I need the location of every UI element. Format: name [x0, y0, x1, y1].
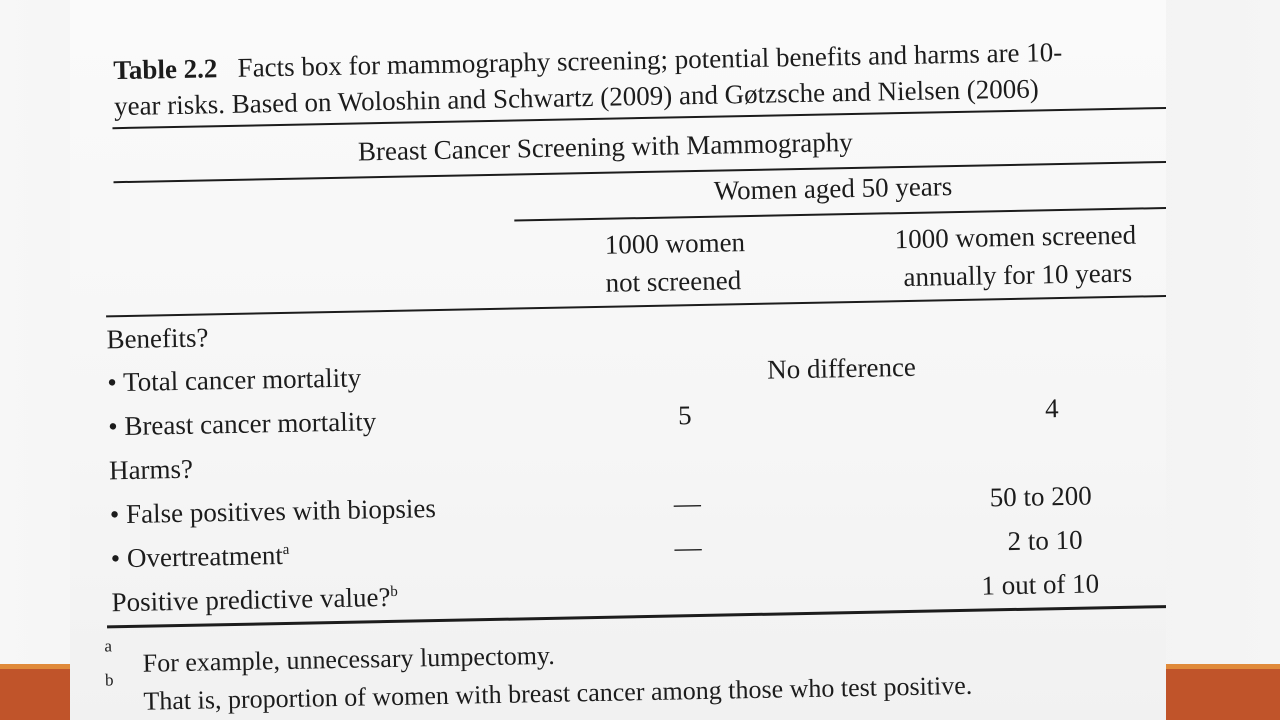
rule-under-headers [106, 294, 1166, 318]
harms-header: Harms? [108, 453, 194, 486]
col-header-screened-l1: 1000 women screened [894, 219, 1137, 255]
footnote-b-text: That is, proportion of women with breast… [143, 670, 973, 716]
table-photo: Table 2.2 Facts box for mammography scre… [70, 0, 1166, 720]
row-ppv-text: Positive predictive value? [111, 581, 391, 618]
col-header-not-screened-l1: 1000 women [604, 227, 746, 260]
row-breast-mortality-not-screened: 5 [677, 400, 692, 431]
row-overtreatment-text: • Overtreatment [110, 540, 284, 574]
rule-under-title [113, 160, 1166, 184]
footnote-b-mark: b [104, 670, 114, 690]
col-header-screened-l2: annually for 10 years [903, 257, 1133, 293]
row-overtreatment-screened: 2 to 10 [1007, 524, 1083, 557]
row-false-positives-not-screened: — [673, 487, 702, 519]
table-caption-label: Table 2.2 [113, 53, 218, 86]
row-false-positives-screened: 50 to 200 [989, 480, 1093, 513]
table-title: Breast Cancer Screening with Mammography [357, 127, 854, 167]
row-total-mortality-label: • Total cancer mortality [107, 362, 362, 398]
rule-under-group [514, 206, 1166, 222]
row-false-positives-label: • False positives with biopsies [109, 493, 437, 530]
row-overtreatment-label: • Overtreatmenta [110, 540, 290, 574]
row-ppv-screened: 1 out of 10 [981, 568, 1100, 601]
facts-box-table: Table 2.2 Facts box for mammography scre… [70, 0, 1166, 720]
col-header-not-screened-l2: not screened [605, 265, 742, 298]
footnote-a-text: For example, unnecessary lumpectomy. [142, 640, 555, 678]
footnote-a-mark: a [104, 636, 113, 656]
row-ppv-label: Positive predictive value?b [111, 581, 398, 618]
row-overtreatment-not-screened: — [674, 531, 702, 563]
footnote-ref-b: b [390, 583, 398, 600]
benefits-header: Benefits? [106, 322, 209, 355]
row-total-mortality-value: No difference [766, 351, 917, 385]
footnote-ref-a: a [282, 541, 290, 559]
row-breast-mortality-label: • Breast cancer mortality [107, 406, 377, 442]
row-breast-mortality-screened: 4 [1044, 393, 1059, 424]
group-header: Women aged 50 years [713, 171, 953, 206]
